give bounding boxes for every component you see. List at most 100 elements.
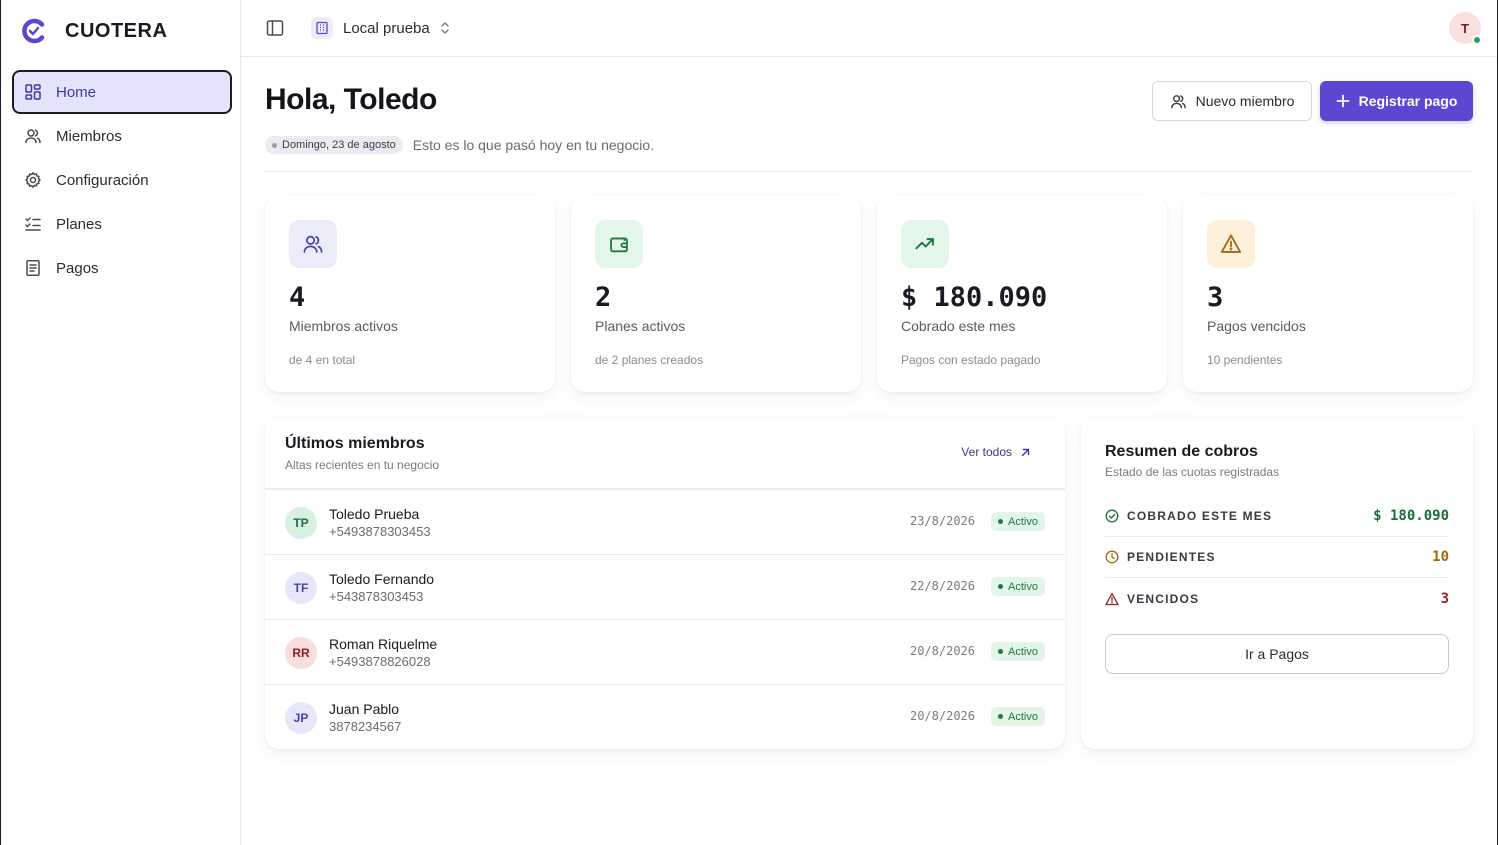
go-to-payments-button[interactable]: Ir a Pagos <box>1105 634 1449 674</box>
user-plus-icon <box>1170 94 1186 108</box>
member-phone: +5493878826028 <box>329 654 431 669</box>
stat-value: 4 <box>289 282 306 313</box>
member-date: 20/8/2026 <box>909 644 975 658</box>
payments-summary-card: Resumen de cobros Estado de las cuotas r… <box>1081 417 1473 749</box>
sidebar-toggle-button[interactable] <box>265 18 285 38</box>
local-selector-label: Local prueba <box>343 19 430 37</box>
latest-members-header: Últimos miembros Altas recientes en tu n… <box>265 417 1065 490</box>
member-name: Toledo Prueba <box>329 506 420 522</box>
plus-icon <box>1336 94 1349 108</box>
new-member-label: Nuevo miembro <box>1195 93 1295 109</box>
member-phone: +543878303453 <box>329 589 424 604</box>
local-selector[interactable]: Local prueba <box>311 17 450 39</box>
check-circle-icon <box>1105 509 1119 523</box>
sidebar-item-miembros[interactable]: Miembros <box>12 114 232 158</box>
member-date: 22/8/2026 <box>909 579 975 593</box>
brand[interactable]: CUOTERA <box>21 18 167 44</box>
trending-up-icon <box>901 220 949 268</box>
summary-row-overdue: VENCIDOS 3 <box>1105 578 1449 619</box>
summary-row-value: 3 <box>1440 590 1449 607</box>
date-badge-label: Domingo, 23 de agosto <box>282 139 396 151</box>
member-row[interactable]: TP Toledo Prueba +5493878303453 23/8/2026 Ac… <box>265 490 1065 555</box>
stats-row: 4 Miembros activos de 4 en total 2 Plane… <box>265 196 1473 392</box>
member-avatar: RR <box>285 637 317 669</box>
member-phone: 3878234567 <box>329 719 402 734</box>
stat-label: Pagos vencidos <box>1207 318 1306 334</box>
member-name: Juan Pablo <box>329 701 400 717</box>
status-badge-label: Activo <box>1008 710 1038 723</box>
summary-title: Resumen de cobros <box>1105 443 1258 460</box>
dashboard-grid-icon <box>25 84 41 100</box>
sidebar-item-configuracion[interactable]: Configuración <box>12 158 232 202</box>
status-badge: Activo <box>991 512 1045 531</box>
member-avatar: TP <box>285 507 317 539</box>
member-name: Roman Riquelme <box>329 636 438 652</box>
sidebar-item-label: Pagos <box>56 259 99 277</box>
latest-members-title: Últimos miembros <box>285 435 425 452</box>
sidebar-item-label: Configuración <box>56 171 149 189</box>
latest-members-card: Últimos miembros Altas recientes en tu n… <box>265 417 1065 749</box>
sidebar-item-home[interactable]: Home <box>12 70 232 114</box>
stat-value: 2 <box>595 282 612 313</box>
header-divider <box>265 171 1473 172</box>
summary-row-label: PENDIENTES <box>1127 550 1216 564</box>
member-avatar: JP <box>285 702 317 734</box>
summary-row-collected: COBRADO ESTE MES $ 180.090 <box>1105 496 1449 537</box>
arrow-up-right-icon <box>1021 448 1030 456</box>
member-row[interactable]: JP Juan Pablo 3878234567 20/8/2026 Activo <box>265 685 1065 749</box>
user-avatar-initial: T <box>1461 20 1469 36</box>
member-row[interactable]: TF Toledo Fernando +543878303453 22/8/2026 A… <box>265 555 1065 620</box>
stat-sub: 10 pendientes <box>1207 353 1283 367</box>
summary-row-value: $ 180.090 <box>1373 508 1449 524</box>
sidebar: CUOTERA Home Miembros Configuración Plan… <box>1 0 241 845</box>
members-list: TP Toledo Prueba +5493878303453 23/8/2026 Ac… <box>265 490 1065 749</box>
member-date: 20/8/2026 <box>909 709 975 723</box>
status-badge-label: Activo <box>1008 515 1038 528</box>
status-badge-label: Activo <box>1008 645 1038 658</box>
date-row: Domingo, 23 de agosto Esto es lo que pas… <box>265 136 654 154</box>
see-all-label: Ver todos <box>961 445 1012 459</box>
date-badge: Domingo, 23 de agosto <box>265 136 403 154</box>
stat-label: Miembros activos <box>289 318 398 334</box>
member-avatar: TF <box>285 572 317 604</box>
topbar: Local prueba T <box>241 0 1497 57</box>
register-payment-button[interactable]: Registrar pago <box>1320 81 1473 121</box>
summary-subtitle: Estado de las cuotas registradas <box>1105 465 1280 479</box>
summary-row-label: COBRADO ESTE MES <box>1127 509 1273 523</box>
brand-name: CUOTERA <box>65 19 168 42</box>
status-badge: Activo <box>991 642 1045 661</box>
summary-row-label: VENCIDOS <box>1127 591 1200 606</box>
summary-row-pending: PENDIENTES 10 <box>1105 537 1449 578</box>
user-avatar[interactable]: T <box>1449 12 1482 45</box>
wallet-icon <box>595 220 643 268</box>
warning-icon <box>1207 220 1255 268</box>
stat-value: $ 180.090 <box>901 282 1048 313</box>
new-member-button[interactable]: Nuevo miembro <box>1152 81 1312 121</box>
stat-label: Cobrado este mes <box>901 318 1016 334</box>
stat-card-collected: $ 180.090 Cobrado este mes Pagos con est… <box>877 196 1167 392</box>
list-checks-icon <box>25 217 41 231</box>
stat-label: Planes activos <box>595 318 686 334</box>
status-badge: Activo <box>991 577 1045 596</box>
warning-icon <box>1105 592 1119 605</box>
sidebar-panel-icon <box>266 20 284 36</box>
stat-card-plans: 2 Planes activos de 2 planes creados <box>571 196 861 392</box>
gear-icon <box>25 172 41 188</box>
member-row[interactable]: RR Roman Riquelme +5493878826028 20/8/2026 A… <box>265 620 1065 685</box>
see-all-link[interactable]: Ver todos <box>961 445 1031 459</box>
sidebar-item-planes[interactable]: Planes <box>12 202 232 246</box>
chevron-up-down-icon <box>441 22 449 34</box>
member-phone: +5493878303453 <box>329 524 431 539</box>
stat-card-overdue: 3 Pagos vencidos 10 pendientes <box>1183 196 1473 392</box>
latest-members-subtitle: Altas recientes en tu negocio <box>285 458 440 472</box>
stat-sub: de 4 en total <box>289 353 356 367</box>
stat-card-members: 4 Miembros activos de 4 en total <box>265 196 555 392</box>
users-icon <box>289 220 337 268</box>
sidebar-item-pagos[interactable]: Pagos <box>12 246 232 290</box>
status-badge: Activo <box>991 707 1045 726</box>
member-date: 23/8/2026 <box>909 514 975 528</box>
users-icon <box>25 129 41 144</box>
sidebar-item-label: Miembros <box>56 127 122 145</box>
sidebar-item-label: Home <box>56 83 97 101</box>
